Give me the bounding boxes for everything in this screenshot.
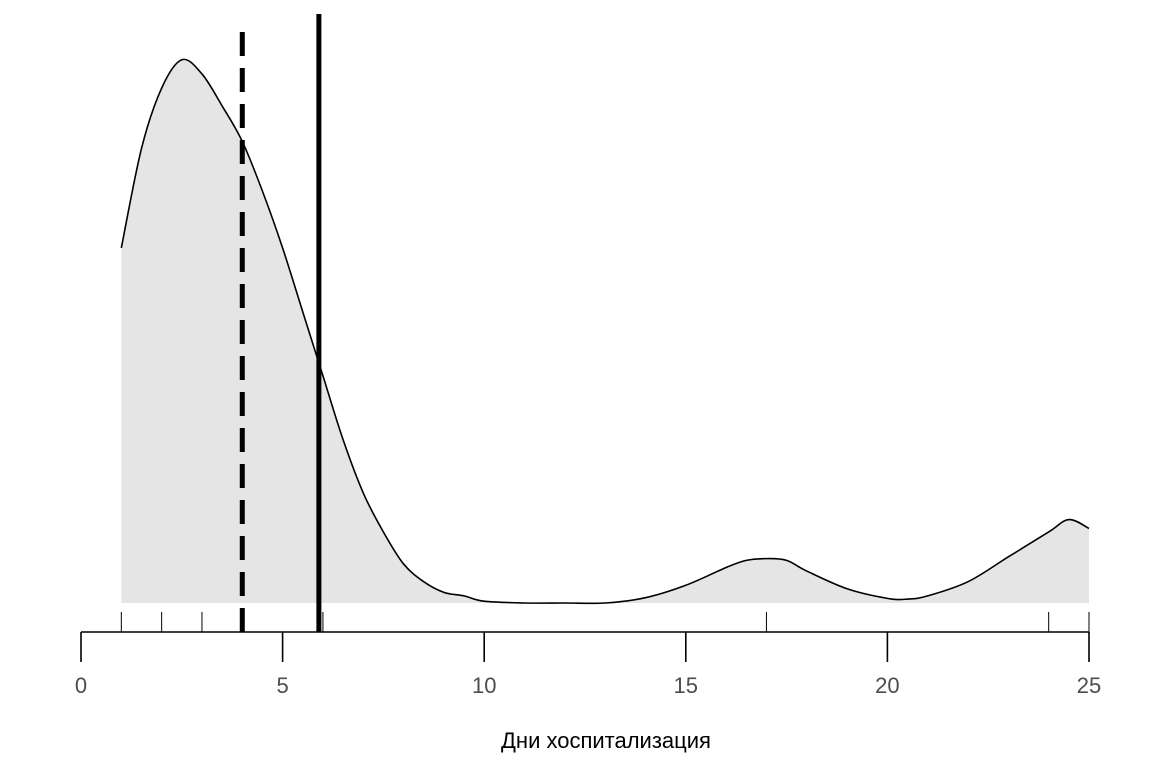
- x-tick-label: 25: [1077, 673, 1101, 698]
- rug-marks: [120, 612, 1090, 632]
- x-tick-label: 20: [875, 673, 899, 698]
- x-tick-label: 5: [276, 673, 288, 698]
- x-tick-label: 0: [75, 673, 87, 698]
- x-axis-title: Дни хоспитализация: [501, 728, 711, 753]
- x-tick-label: 15: [674, 673, 698, 698]
- density-layer: [120, 58, 1090, 605]
- x-tick-label: 10: [472, 673, 496, 698]
- x-axis: 0 5 10 15 20 25: [75, 631, 1101, 698]
- reference-lines: [239, 14, 322, 632]
- density-fill: [121, 59, 1089, 604]
